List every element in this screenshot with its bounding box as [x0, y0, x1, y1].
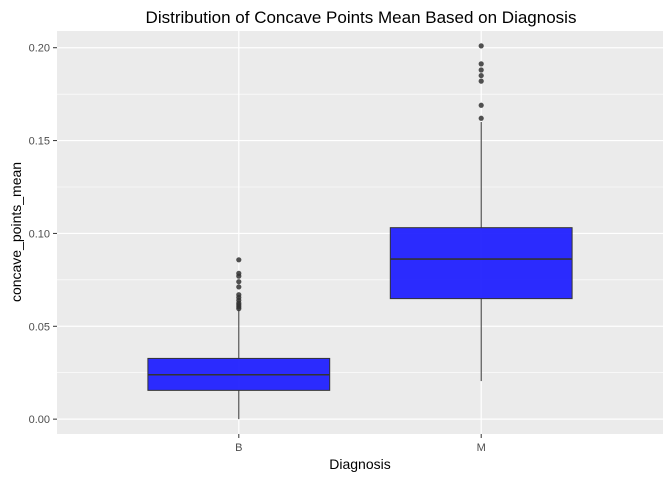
- outlier-point: [478, 115, 484, 121]
- boxes-layer: [147, 43, 573, 420]
- outlier-point: [236, 270, 242, 276]
- y-axis: 0.00 0.05 0.10 0.15 0.20: [29, 43, 57, 426]
- x-axis-title: Diagnosis: [329, 456, 390, 472]
- chart-title: Distribution of Concave Points Mean Base…: [146, 8, 577, 27]
- y-tick-label: 0.10: [29, 228, 50, 240]
- outlier-point: [478, 78, 484, 84]
- y-tick-label: 0.20: [29, 43, 50, 55]
- iqr-box: [389, 227, 573, 300]
- outlier-point: [236, 292, 242, 298]
- outlier-point: [236, 279, 242, 285]
- y-tick-label: 0.15: [29, 136, 50, 148]
- y-tick-label: 0.05: [29, 321, 50, 333]
- outlier-point: [478, 72, 484, 79]
- outlier-point: [236, 257, 242, 263]
- box-B: [147, 257, 331, 420]
- outlier-point: [236, 284, 242, 290]
- x-tick-label: M: [477, 442, 486, 454]
- outlier-point: [478, 67, 484, 73]
- box-M: [389, 43, 573, 382]
- outlier-point: [478, 61, 484, 67]
- y-tick-label: 0.00: [29, 414, 50, 426]
- y-axis-title: concave_points_mean: [8, 162, 24, 302]
- outlier-point: [478, 102, 484, 108]
- outlier-point: [478, 43, 484, 49]
- x-tick-label: B: [235, 442, 242, 454]
